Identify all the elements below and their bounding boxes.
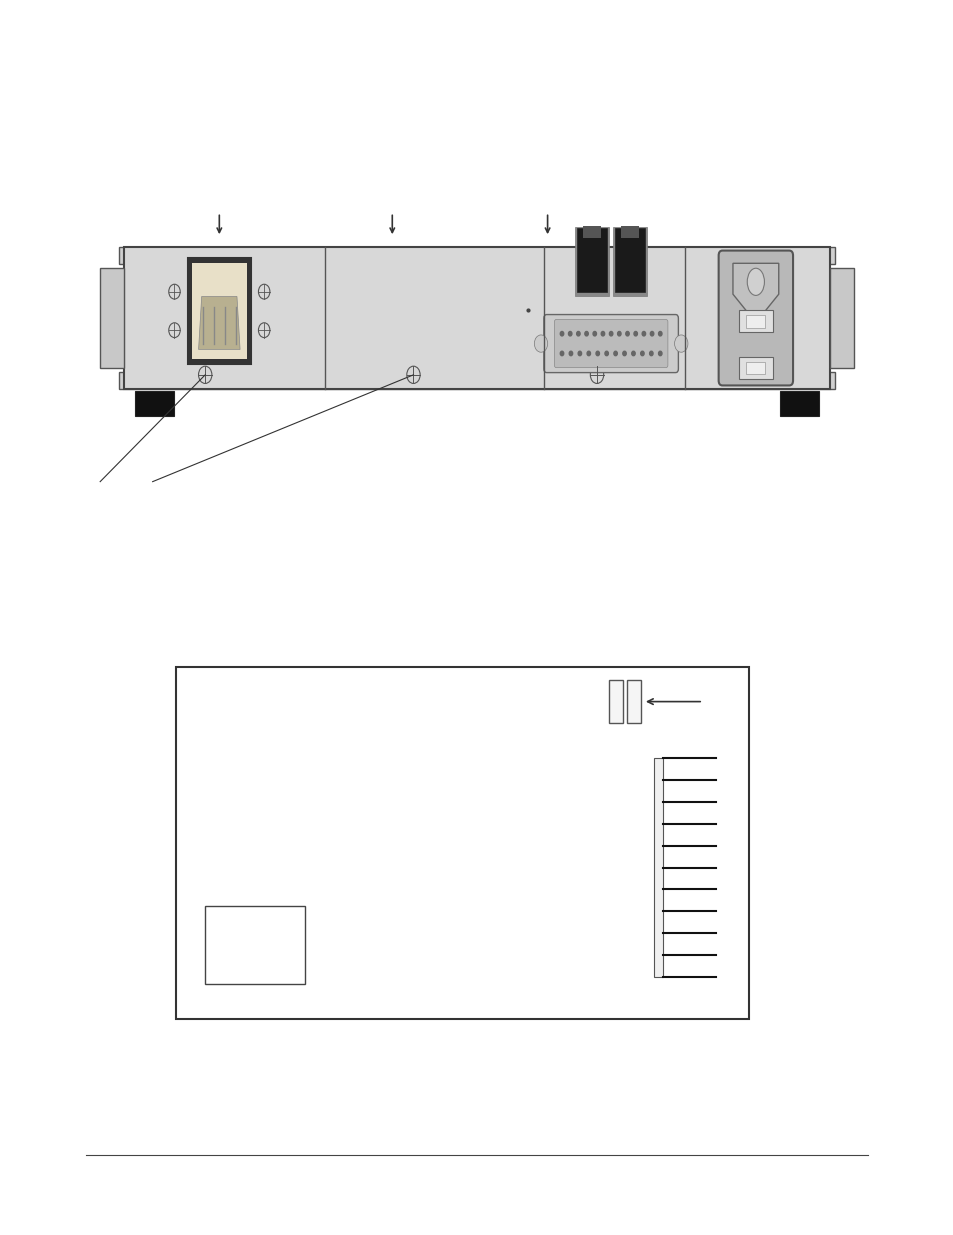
Circle shape (596, 351, 598, 356)
Bar (119, 247, 834, 264)
Ellipse shape (746, 268, 763, 295)
Circle shape (625, 331, 629, 336)
FancyBboxPatch shape (543, 315, 678, 373)
Bar (577, 228, 607, 293)
Bar (780, 391, 818, 416)
Bar (615, 228, 645, 293)
Circle shape (631, 351, 635, 356)
Circle shape (622, 351, 625, 356)
Bar (654, 758, 662, 977)
Circle shape (568, 331, 571, 336)
Bar (124, 247, 829, 389)
Circle shape (584, 331, 588, 336)
Bar (738, 310, 772, 332)
Bar (738, 357, 772, 379)
Circle shape (658, 351, 661, 356)
Bar (829, 268, 853, 368)
FancyBboxPatch shape (554, 320, 667, 368)
Circle shape (674, 335, 687, 352)
Circle shape (649, 351, 653, 356)
Bar (192, 263, 247, 359)
Circle shape (586, 351, 590, 356)
Circle shape (658, 331, 661, 336)
Bar (745, 315, 764, 327)
Circle shape (640, 351, 643, 356)
Circle shape (641, 331, 645, 336)
FancyBboxPatch shape (718, 251, 792, 385)
Circle shape (634, 331, 637, 336)
Bar (575, 227, 609, 296)
Circle shape (576, 331, 579, 336)
Polygon shape (198, 296, 240, 350)
Polygon shape (732, 263, 778, 322)
Bar (188, 258, 251, 364)
Circle shape (559, 351, 563, 356)
Bar (626, 680, 640, 724)
Circle shape (578, 351, 581, 356)
Circle shape (613, 351, 617, 356)
Bar (608, 680, 622, 724)
Circle shape (559, 331, 563, 336)
Circle shape (609, 331, 612, 336)
Bar (176, 667, 748, 1019)
Circle shape (569, 351, 572, 356)
Bar (205, 906, 305, 983)
Bar (613, 227, 647, 296)
Bar (119, 372, 834, 389)
Circle shape (534, 335, 547, 352)
Circle shape (600, 331, 604, 336)
Circle shape (604, 351, 608, 356)
Circle shape (650, 331, 653, 336)
Bar (620, 226, 639, 238)
Bar (100, 268, 124, 368)
Bar (582, 226, 600, 238)
Circle shape (617, 331, 620, 336)
Bar (135, 391, 173, 416)
Circle shape (593, 331, 596, 336)
Bar (745, 362, 764, 374)
